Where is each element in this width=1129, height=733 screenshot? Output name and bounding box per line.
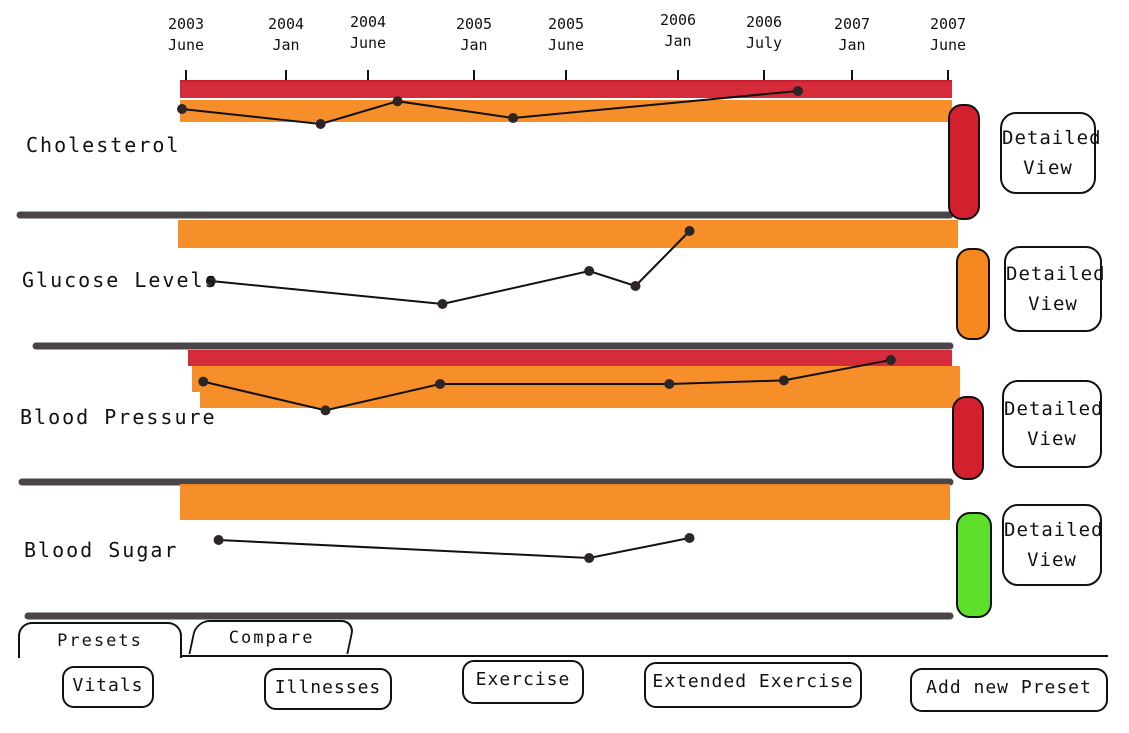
tick-month: June bbox=[929, 36, 967, 54]
detailed-view-label: Detailed bbox=[1006, 263, 1106, 285]
data-point bbox=[320, 405, 331, 416]
status-indicator-blood-sugar[interactable] bbox=[956, 512, 992, 618]
tick-month: June bbox=[167, 36, 205, 54]
tick-year: 2005 bbox=[547, 15, 585, 33]
status-band bbox=[180, 80, 952, 98]
tick-month: Jan bbox=[664, 32, 692, 50]
tick-year: 2003 bbox=[167, 15, 205, 33]
tick-month: June bbox=[547, 36, 585, 54]
status-band bbox=[178, 220, 958, 248]
tick-year: 2006 bbox=[659, 11, 697, 29]
row-label-blood-sugar: Blood Sugar bbox=[24, 538, 179, 562]
add-new-preset-button[interactable]: Add new Preset bbox=[910, 668, 1108, 712]
preset-button-vitals[interactable]: Vitals bbox=[62, 666, 154, 708]
data-point bbox=[508, 113, 519, 123]
detailed-view-label: View bbox=[1027, 549, 1077, 571]
timeline-tick-label: 2004 June bbox=[333, 12, 403, 54]
status-band bbox=[180, 100, 952, 122]
data-point bbox=[177, 104, 187, 114]
tick-year: 2004 bbox=[267, 15, 305, 33]
data-point bbox=[630, 281, 641, 291]
preset-button-extended-exercise[interactable]: Extended Exercise bbox=[644, 662, 862, 708]
timeline-tick-label: 2007 Jan bbox=[817, 14, 887, 56]
timeline-tick-label: 2005 June bbox=[531, 14, 601, 56]
detailed-view-label: Detailed bbox=[1004, 398, 1104, 420]
data-point bbox=[664, 379, 675, 389]
tab-presets[interactable]: Presets bbox=[18, 622, 182, 658]
status-band bbox=[180, 484, 950, 520]
status-band bbox=[192, 366, 960, 392]
status-indicator-glucose[interactable] bbox=[956, 248, 990, 340]
detailed-view-button-blood-sugar[interactable]: Detailed View bbox=[1002, 504, 1104, 586]
data-point bbox=[205, 276, 216, 286]
detailed-view-label: Detailed bbox=[1002, 127, 1102, 149]
tick-year: 2007 bbox=[929, 15, 967, 33]
data-point bbox=[435, 379, 446, 389]
tab-bar-baseline bbox=[178, 655, 1108, 657]
timeline-tick-label: 2005 Jan bbox=[439, 14, 509, 56]
row-label-blood-pressure: Blood Pressure bbox=[20, 405, 217, 429]
status-band bbox=[188, 350, 952, 366]
data-point bbox=[778, 375, 789, 386]
status-indicator-blood-pressure[interactable] bbox=[952, 396, 984, 480]
timeline-tick-label: 2007 June bbox=[913, 14, 983, 56]
tick-year: 2007 bbox=[833, 15, 871, 33]
data-point bbox=[793, 86, 803, 96]
timeline-tick-label: 2004 Jan bbox=[251, 14, 321, 56]
timeline-tick-label: 2006 Jan bbox=[643, 10, 713, 52]
detailed-view-label: Detailed bbox=[1004, 519, 1104, 541]
status-indicator-cholesterol[interactable] bbox=[948, 104, 980, 220]
tick-month: Jan bbox=[838, 36, 866, 54]
detailed-view-button-blood-pressure[interactable]: Detailed View bbox=[1002, 380, 1104, 468]
data-point bbox=[213, 535, 224, 545]
detailed-view-label: View bbox=[1023, 157, 1073, 179]
data-point bbox=[684, 226, 695, 236]
series-line bbox=[203, 359, 892, 412]
tick-month: July bbox=[745, 34, 783, 52]
tick-year: 2006 bbox=[745, 13, 783, 31]
preset-button-illnesses[interactable]: Illnesses bbox=[264, 668, 392, 710]
tick-month: Jan bbox=[460, 36, 488, 54]
data-point bbox=[392, 96, 403, 107]
tick-year: 2005 bbox=[455, 15, 493, 33]
detailed-view-label: View bbox=[1028, 293, 1078, 315]
data-point bbox=[437, 299, 448, 309]
data-point bbox=[684, 533, 695, 543]
series-line bbox=[218, 537, 690, 560]
row-label-glucose-levels: Glucose Levels bbox=[22, 268, 219, 292]
detailed-view-button-cholesterol[interactable]: Detailed View bbox=[1000, 112, 1102, 194]
detailed-view-button-glucose[interactable]: Detailed View bbox=[1004, 246, 1106, 332]
data-point bbox=[885, 355, 896, 365]
data-point bbox=[315, 119, 326, 129]
timeline-tick-label: 2006 July bbox=[729, 12, 799, 54]
data-point bbox=[198, 376, 209, 387]
preset-button-exercise[interactable]: Exercise bbox=[462, 660, 584, 704]
row-label-cholesterol: Cholesterol bbox=[26, 133, 181, 157]
data-point bbox=[584, 266, 595, 276]
tab-compare-label: Compare bbox=[228, 628, 315, 648]
timeline-tick-label: 2003 June bbox=[151, 14, 221, 56]
tick-year: 2004 bbox=[349, 13, 387, 31]
status-band bbox=[200, 392, 960, 408]
tab-compare[interactable]: Compare bbox=[188, 620, 356, 654]
detailed-view-label: View bbox=[1027, 428, 1077, 450]
tick-month: June bbox=[349, 34, 387, 52]
data-point bbox=[584, 553, 595, 563]
tick-month: Jan bbox=[272, 36, 300, 54]
